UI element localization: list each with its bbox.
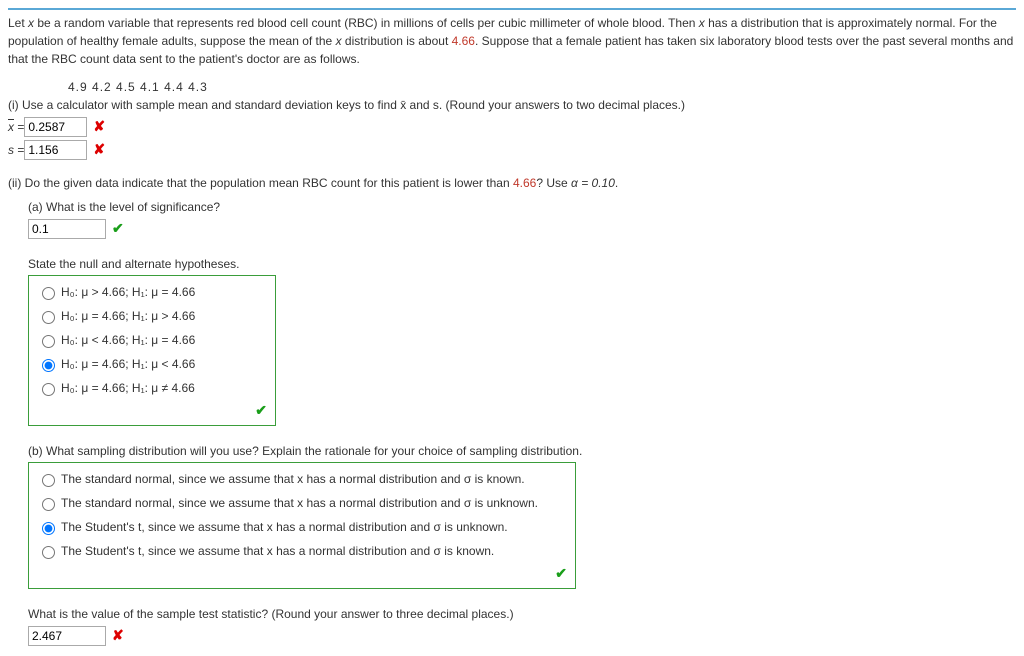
- hyp-opt-3: H₀: μ < 4.66; H₁: μ = 4.66: [61, 331, 195, 349]
- correct-icon: ✔: [555, 565, 567, 581]
- wrong-icon: ✘: [93, 116, 105, 137]
- dist-opt-2: The standard normal, since we assume tha…: [61, 494, 538, 512]
- data-values: 4.9 4.2 4.5 4.1 4.4 4.3: [68, 78, 1016, 96]
- hyp-radio-4[interactable]: [42, 359, 55, 372]
- hypotheses-label: State the null and alternate hypotheses.: [28, 255, 1016, 273]
- part-a-label: (a) What is the level of significance?: [28, 198, 1016, 216]
- hyp-opt-2: H₀: μ = 4.66; H₁: μ > 4.66: [61, 307, 195, 325]
- hyp-opt-1: H₀: μ > 4.66; H₁: μ = 4.66: [61, 283, 195, 301]
- correct-icon: ✔: [112, 218, 124, 239]
- dist-radio-1[interactable]: [42, 474, 55, 487]
- question-i: (i) Use a calculator with sample mean an…: [8, 96, 1016, 114]
- dist-opt-1: The standard normal, since we assume tha…: [61, 470, 525, 488]
- hyp-radio-3[interactable]: [42, 335, 55, 348]
- hyp-radio-1[interactable]: [42, 287, 55, 300]
- dist-radio-3[interactable]: [42, 522, 55, 535]
- alpha-input[interactable]: [28, 219, 106, 239]
- dist-opt-3: The Student's t, since we assume that x …: [61, 518, 508, 536]
- hyp-radio-5[interactable]: [42, 383, 55, 396]
- hypotheses-options: H₀: μ > 4.66; H₁: μ = 4.66 H₀: μ = 4.66;…: [28, 275, 276, 426]
- dist-radio-4[interactable]: [42, 546, 55, 559]
- dist-opt-4: The Student's t, since we assume that x …: [61, 542, 494, 560]
- hyp-radio-2[interactable]: [42, 311, 55, 324]
- correct-icon: ✔: [255, 402, 267, 418]
- s-input[interactable]: [24, 140, 87, 160]
- xbar-label: x =: [8, 118, 24, 136]
- question-ii: (ii) Do the given data indicate that the…: [8, 174, 1016, 192]
- test-stat-input[interactable]: [28, 626, 106, 646]
- test-stat-label: What is the value of the sample test sta…: [28, 605, 1016, 623]
- hyp-opt-5: H₀: μ = 4.66; H₁: μ ≠ 4.66: [61, 379, 195, 397]
- dist-radio-2[interactable]: [42, 498, 55, 511]
- xbar-input[interactable]: [24, 117, 87, 137]
- hyp-opt-4: H₀: μ = 4.66; H₁: μ < 4.66: [61, 355, 195, 373]
- wrong-icon: ✘: [112, 625, 124, 646]
- s-label: s =: [8, 141, 24, 159]
- wrong-icon: ✘: [93, 139, 105, 160]
- part-b-label: (b) What sampling distribution will you …: [28, 442, 1016, 460]
- problem-intro: Let x be a random variable that represen…: [8, 14, 1016, 68]
